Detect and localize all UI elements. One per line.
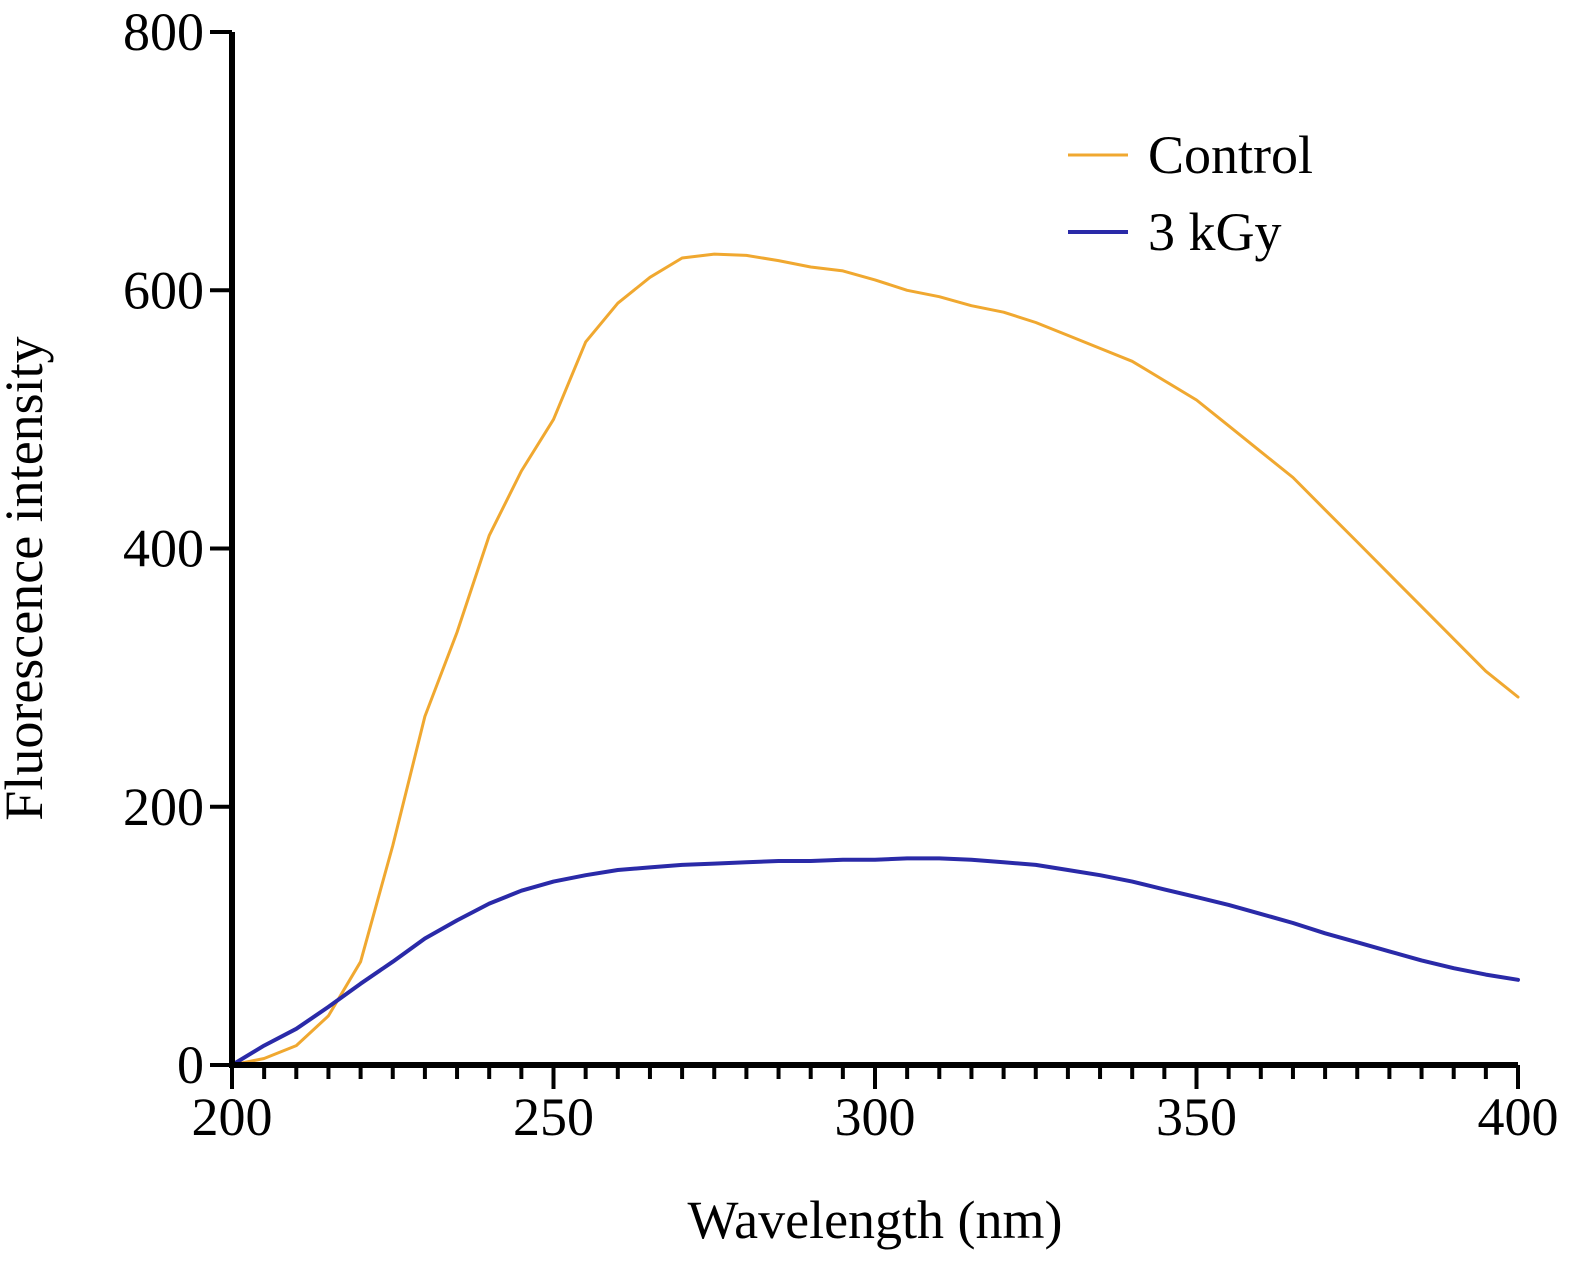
y-tick-label: 200 (123, 777, 204, 837)
legend-label: Control (1148, 125, 1313, 185)
y-tick-label: 600 (123, 260, 204, 320)
x-axis-title: Wavelength (nm) (687, 1190, 1062, 1250)
x-tick-label: 250 (513, 1087, 594, 1147)
legend: Control 3 kGy (1068, 125, 1313, 262)
x-tick-label: 300 (835, 1087, 916, 1147)
series-line-control (230, 252, 1520, 1067)
x-tick-label: 200 (192, 1087, 273, 1147)
y-axis-title: Fluorescence intensity (0, 336, 54, 820)
x-tick-label: 400 (1478, 1087, 1559, 1147)
y-tick-label: 800 (123, 2, 204, 62)
legend-label: 3 kGy (1148, 202, 1282, 262)
y-tick-label: 400 (123, 519, 204, 579)
series-line-3-kgy (230, 856, 1520, 1067)
y-tick-label: 0 (177, 1035, 204, 1095)
series-layer (230, 252, 1520, 1067)
x-tick-label: 350 (1156, 1087, 1237, 1147)
